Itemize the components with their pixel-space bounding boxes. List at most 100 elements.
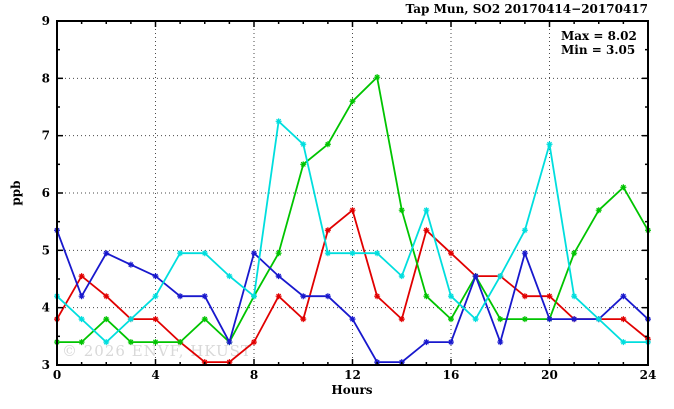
data-point-marker	[571, 316, 578, 323]
data-point-marker	[374, 74, 381, 81]
y-tick-label: 9	[42, 14, 50, 28]
x-tick-label: 12	[344, 368, 361, 382]
min-annotation: Min = 3.05	[561, 43, 635, 57]
data-point-marker	[300, 161, 307, 168]
data-point-marker	[152, 273, 159, 280]
data-point-marker	[103, 293, 110, 300]
data-point-marker	[595, 316, 602, 323]
data-point-marker	[571, 250, 578, 257]
data-point-marker	[275, 273, 282, 280]
data-point-marker	[620, 316, 627, 323]
data-point-marker	[324, 250, 331, 257]
x-tick-label: 4	[151, 368, 159, 382]
data-point-marker	[226, 339, 233, 346]
series-line-cyan	[56, 119, 648, 344]
data-point-marker	[521, 250, 528, 257]
gridlines	[57, 21, 648, 365]
data-point-marker	[620, 339, 627, 346]
data-point-marker	[78, 316, 85, 323]
data-point-marker	[201, 293, 208, 300]
data-point-marker	[127, 316, 134, 323]
data-point-marker	[300, 316, 307, 323]
data-point-marker	[521, 227, 528, 234]
data-point-marker	[546, 316, 553, 323]
y-tick-label: 8	[42, 71, 50, 85]
y-tick-label: 6	[42, 186, 50, 200]
data-point-marker	[152, 316, 159, 323]
data-point-marker	[349, 250, 356, 257]
data-point-marker	[226, 273, 233, 280]
data-point-marker	[300, 141, 307, 148]
data-point-marker	[448, 339, 454, 346]
data-point-marker	[521, 293, 528, 300]
x-tick-label: 8	[250, 368, 258, 382]
x-tick-label: 16	[443, 368, 460, 382]
data-point-marker	[103, 339, 110, 346]
plot-border	[56, 20, 649, 366]
data-point-marker	[497, 273, 504, 280]
data-point-marker	[374, 250, 381, 257]
data-point-marker	[251, 293, 257, 300]
y-tick-label: 4	[42, 301, 50, 315]
series-line-red	[56, 208, 649, 364]
data-point-marker	[472, 273, 479, 280]
data-point-marker	[398, 316, 405, 323]
y-tick-label: 7	[42, 129, 50, 143]
data-point-marker	[201, 250, 208, 257]
x-axis-label: Hours	[331, 383, 372, 397]
data-point-marker	[300, 293, 307, 300]
data-point-marker	[78, 293, 85, 300]
data-point-marker	[201, 316, 208, 323]
x-tick-label: 24	[640, 368, 657, 382]
data-point-marker	[448, 316, 454, 323]
data-point-marker	[127, 339, 134, 346]
data-point-marker	[103, 316, 110, 323]
data-point-marker	[521, 316, 528, 323]
data-point-marker	[398, 273, 405, 280]
data-point-marker	[152, 339, 159, 346]
data-point-marker	[177, 339, 184, 346]
axis-tick-labels: 0 4 8 12 16 20 24 3 4 5 6 7 8 9	[42, 14, 657, 382]
data-point-marker	[595, 207, 602, 214]
data-point-marker	[472, 316, 479, 323]
data-point-marker	[275, 118, 282, 125]
watermark: © 2026 ENVF, HKUST	[62, 342, 252, 360]
data-point-marker	[152, 293, 159, 300]
data-point-marker	[324, 141, 331, 148]
series-cyan	[54, 118, 651, 346]
data-point-marker	[398, 207, 405, 214]
data-point-marker	[127, 261, 134, 268]
data-point-marker	[546, 293, 553, 300]
data-point-marker	[78, 339, 85, 346]
data-point-marker	[103, 250, 110, 257]
data-point-marker	[324, 293, 331, 300]
data-point-marker	[177, 250, 184, 257]
y-tick-label: 3	[42, 358, 50, 372]
data-point-marker	[374, 293, 381, 300]
data-point-marker	[546, 141, 553, 148]
data-point-marker	[571, 293, 578, 300]
data-point-marker	[423, 207, 430, 214]
data-point-marker	[349, 316, 356, 323]
data-point-marker	[423, 293, 430, 300]
data-point-marker	[497, 316, 504, 323]
data-point-marker	[275, 250, 282, 257]
data-point-marker	[324, 227, 331, 234]
x-tick-label: 0	[53, 368, 61, 382]
data-point-marker	[448, 293, 454, 300]
max-annotation: Max = 8.02	[561, 29, 637, 43]
data-point-marker	[423, 227, 430, 234]
data-point-marker	[448, 250, 454, 257]
data-point-marker	[275, 293, 282, 300]
data-point-marker	[620, 184, 627, 191]
chart-title: Tap Mun, SO2 20170414−20170417	[405, 2, 648, 16]
data-point-marker	[423, 339, 430, 346]
y-tick-label: 5	[42, 243, 50, 257]
data-point-marker	[177, 293, 184, 300]
data-point-marker	[620, 293, 627, 300]
series-lines	[54, 74, 651, 366]
data-point-marker	[251, 339, 257, 346]
data-point-marker	[349, 207, 356, 214]
